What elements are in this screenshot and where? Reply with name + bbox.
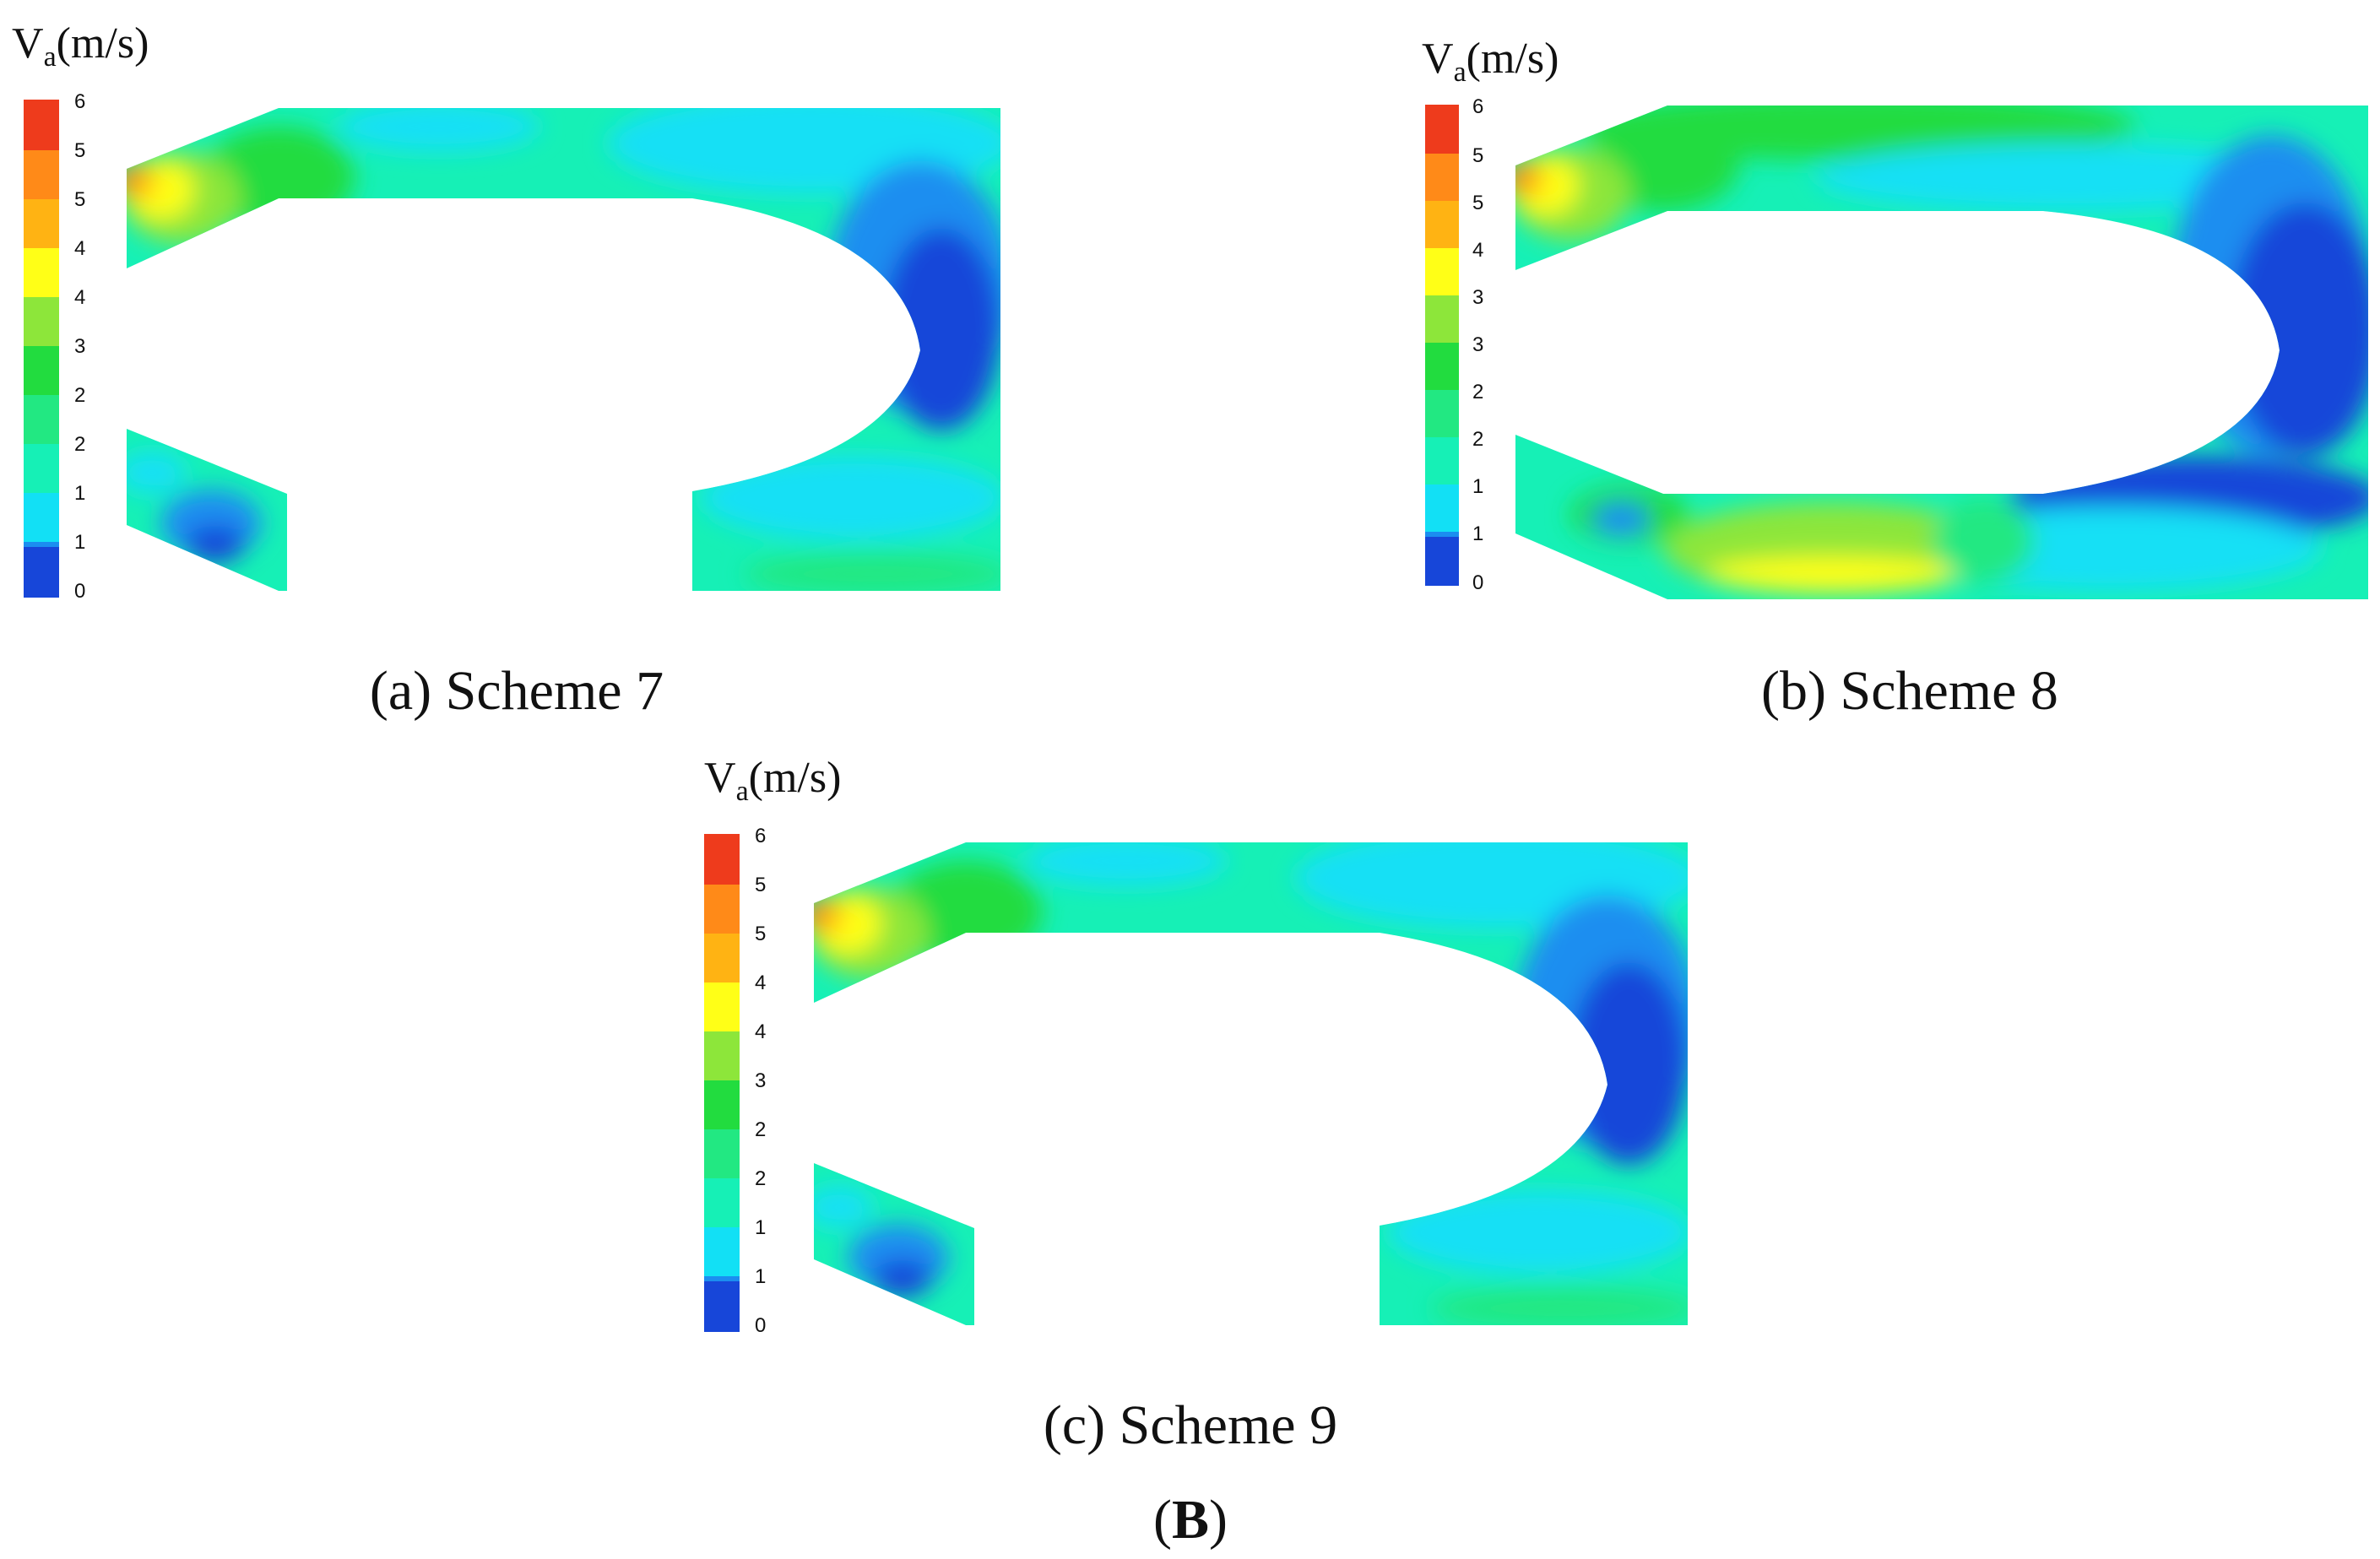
colorbar-seg [1425, 437, 1459, 486]
colorbar-seg [704, 1080, 740, 1129]
colorbar-seg [1425, 248, 1459, 297]
colorbar-tick: 1 [755, 1265, 766, 1288]
colorbar-tick: 0 [1472, 571, 1483, 594]
colorbar-seg [24, 346, 59, 395]
colorbar-tick: 1 [1472, 522, 1483, 545]
panel-c-colorbar: 6 5 5 4 4 3 2 2 1 1 0 Va(m/s) [704, 754, 841, 1337]
colorbar-seg [1425, 154, 1459, 203]
colorbar-title: Va(m/s) [1422, 35, 1559, 88]
colorbar-tick: 5 [755, 874, 766, 896]
colorbar-tick: 1 [74, 531, 85, 554]
colorbar-seg [24, 150, 59, 199]
colorbar-seg [704, 982, 740, 1031]
colorbar-tick: 2 [755, 1167, 766, 1190]
colorbar-tick: 6 [74, 90, 85, 113]
colorbar-seg [704, 934, 740, 982]
colorbar-tick: 0 [74, 580, 85, 603]
colorbar-seg [1425, 484, 1459, 533]
panel-a-field [127, 108, 1000, 591]
colorbar-tick: 4 [74, 286, 85, 309]
colorbar-tick: 5 [74, 188, 85, 211]
panel-c-caption: (c) Scheme 9 [1044, 1394, 1337, 1456]
colorbar-tick: 4 [1472, 239, 1483, 262]
panel-c: 6 5 5 4 4 3 2 2 1 1 0 Va(m/s) (c) Scheme… [704, 754, 1688, 1456]
colorbar-seg [1425, 201, 1459, 250]
panel-b: 6 5 5 4 3 3 2 2 1 1 0 Va(m/s) (b) Scheme… [1422, 35, 2368, 722]
colorbar-seg [1425, 295, 1459, 344]
colorbar-seg [704, 1281, 740, 1332]
colorbar-tick: 3 [1472, 286, 1483, 309]
colorbar-seg [1425, 390, 1459, 439]
panel-b-caption: (b) Scheme 8 [1761, 660, 2058, 722]
colorbar-tick: 1 [755, 1216, 766, 1239]
colorbar-tick: 3 [755, 1069, 766, 1092]
colorbar-seg [24, 199, 59, 248]
panel-a-colorbar: 6 5 5 4 4 3 2 2 1 1 0 Va(m/s) [12, 19, 149, 603]
colorbar-tick: 6 [1472, 95, 1483, 118]
colorbar-tick: 4 [74, 237, 85, 260]
colorbar-tick: 3 [1472, 333, 1483, 356]
panel-b-colorbar: 6 5 5 4 3 3 2 2 1 1 0 Va(m/s) [1422, 35, 1559, 594]
colorbar-tick: 1 [74, 482, 85, 505]
colorbar-seg [704, 885, 740, 934]
colorbar-tick: 5 [755, 923, 766, 945]
colorbar-tick: 2 [755, 1118, 766, 1141]
colorbar-tick: 6 [755, 825, 766, 847]
colorbar-tick: 4 [755, 1020, 766, 1043]
panel-a: 6 5 5 4 4 3 2 2 1 1 0 Va(m/s) (a) Scheme… [12, 19, 1000, 722]
panel-a-caption: (a) Scheme 7 [370, 660, 664, 722]
colorbar-seg [24, 395, 59, 444]
colorbar-seg [704, 1227, 740, 1276]
colorbar-seg [24, 547, 59, 598]
colorbar-seg [704, 1178, 740, 1227]
colorbar-seg [704, 1129, 740, 1178]
colorbar-title: Va(m/s) [704, 754, 841, 807]
colorbar-seg [704, 834, 740, 885]
colorbar-seg [24, 444, 59, 493]
colorbar-seg [1425, 105, 1459, 154]
colorbar-tick: 4 [755, 972, 766, 994]
colorbar-tick: 2 [1472, 381, 1483, 403]
panel-b-field [1515, 106, 2368, 599]
colorbar-seg [1425, 537, 1459, 586]
figure-label: (B) [1153, 1489, 1228, 1551]
colorbar-tick: 3 [74, 335, 85, 358]
colorbar-seg [24, 493, 59, 542]
colorbar-title: Va(m/s) [12, 19, 149, 73]
colorbar-tick: 2 [1472, 428, 1483, 451]
colorbar-tick: 5 [74, 139, 85, 162]
colorbar-tick: 5 [1472, 192, 1483, 214]
colorbar-tick: 2 [74, 433, 85, 456]
colorbar-tick: 5 [1472, 144, 1483, 167]
colorbar-seg [24, 100, 59, 150]
colorbar-tick: 1 [1472, 475, 1483, 498]
panel-c-field [814, 842, 1688, 1325]
colorbar-seg [1425, 343, 1459, 392]
colorbar-tick: 2 [74, 384, 85, 407]
colorbar-tick: 0 [755, 1314, 766, 1337]
colorbar-seg [24, 297, 59, 346]
colorbar-seg [704, 1031, 740, 1080]
colorbar-seg [24, 248, 59, 297]
